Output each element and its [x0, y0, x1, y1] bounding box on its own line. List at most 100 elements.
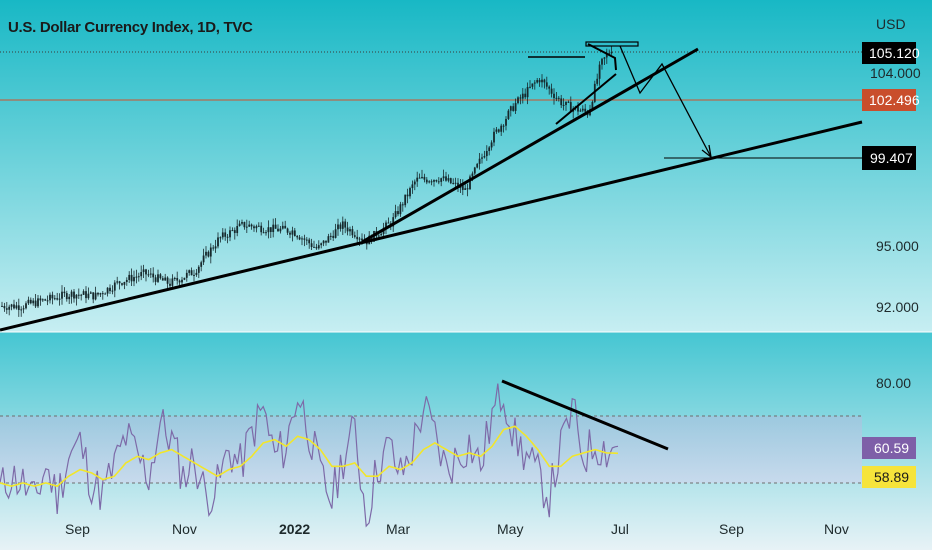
candle-body: [361, 238, 363, 241]
candle-body: [238, 223, 241, 227]
candle-body: [557, 97, 560, 99]
candle-body: [565, 101, 567, 105]
rsi-ma-tag: 58.89: [862, 466, 916, 488]
candle-body: [377, 235, 380, 237]
candle-body: [195, 272, 198, 275]
candle-body: [440, 178, 443, 182]
x-tick-nov-2: Nov: [824, 521, 849, 537]
candle-body: [99, 293, 102, 295]
candle-body: [541, 79, 543, 83]
candle-body: [416, 177, 419, 182]
candle-body: [106, 287, 109, 294]
last-price-tag: 105.120: [862, 42, 920, 64]
short-term-support-trendline[interactable]: [555, 73, 617, 125]
projection-path[interactable]: [619, 45, 712, 158]
candle-body: [425, 179, 428, 183]
candle-body: [221, 232, 224, 238]
candle-body: [550, 88, 553, 94]
candle-body: [358, 238, 361, 240]
candle-body: [262, 232, 265, 234]
candle-body: [197, 266, 200, 273]
candle-body: [505, 118, 507, 126]
candle-body: [152, 273, 155, 278]
long-term-support-trendline[interactable]: [0, 120, 863, 332]
candle-body: [188, 270, 191, 273]
candle-body: [260, 225, 263, 233]
candle-body: [89, 292, 92, 294]
candle-body: [608, 53, 611, 55]
candle-body: [22, 308, 25, 310]
candle-body: [596, 78, 599, 84]
candle-body: [77, 294, 80, 296]
target-price-tag: 99.407: [862, 146, 916, 170]
level-price-tag: 102.496: [862, 89, 920, 111]
candle-body: [125, 279, 128, 282]
candle-body: [135, 276, 138, 278]
candle-body: [325, 240, 327, 243]
candle-body: [351, 229, 354, 236]
candle-body: [310, 243, 313, 247]
rsi-ma-line: [0, 425, 619, 488]
candle-body: [193, 274, 195, 276]
candle-body: [401, 204, 404, 206]
candle-body: [471, 173, 474, 177]
mid-term-support-trendline[interactable]: [361, 47, 699, 244]
wedge-lines[interactable]: [587, 43, 617, 71]
candle-body: [483, 156, 486, 158]
last-price-value: 105.120: [869, 45, 920, 61]
candle-body: [562, 104, 565, 106]
candle-body: [293, 230, 296, 237]
candle-body: [387, 222, 390, 224]
candle-body: [380, 233, 383, 236]
candle-body: [272, 224, 275, 233]
candle-body: [75, 294, 78, 299]
candle-body: [265, 232, 267, 234]
candle-body: [41, 299, 44, 301]
candle-body: [229, 230, 231, 238]
candle-body: [183, 277, 186, 280]
x-tick-sep-2: Sep: [719, 521, 744, 537]
candle-body: [212, 247, 215, 249]
resistance-box[interactable]: [585, 41, 639, 47]
candle-body: [63, 291, 66, 294]
candle-body: [337, 224, 339, 230]
rsi-divergence-trendline[interactable]: [501, 379, 669, 451]
candle-body: [29, 299, 32, 304]
candle-body: [526, 87, 529, 98]
candle-body: [65, 293, 68, 300]
x-tick-2022: 2022: [279, 521, 310, 537]
candle-body: [581, 108, 584, 111]
candle-body: [555, 97, 558, 99]
candle-body: [49, 294, 51, 301]
candle-body: [598, 64, 601, 79]
candle-body: [411, 184, 414, 189]
candle-body: [73, 291, 75, 299]
candle-body: [140, 272, 143, 277]
candle-body: [322, 240, 325, 244]
candle-body: [161, 278, 164, 281]
candle-body: [274, 224, 277, 229]
candle-body: [53, 298, 56, 300]
candle-body: [428, 181, 431, 183]
x-tick-may: May: [497, 521, 523, 537]
candle-body: [406, 194, 409, 197]
candle-body: [584, 108, 587, 112]
candle-body: [538, 80, 541, 83]
candle-body: [233, 230, 236, 234]
candle-body: [217, 237, 219, 247]
candle-body: [154, 277, 157, 282]
candle-body: [397, 211, 399, 215]
candle-body: [32, 300, 35, 304]
candle-body: [548, 86, 551, 89]
candle-body: [553, 93, 555, 99]
candle-body: [185, 272, 188, 278]
candle-body: [116, 281, 119, 283]
candle-body: [241, 222, 243, 224]
candle-body: [279, 228, 282, 232]
candle-body: [269, 227, 272, 233]
candle-body: [301, 238, 303, 240]
candle-body: [176, 277, 179, 281]
candle-body: [332, 235, 335, 238]
candle-body: [130, 274, 133, 282]
